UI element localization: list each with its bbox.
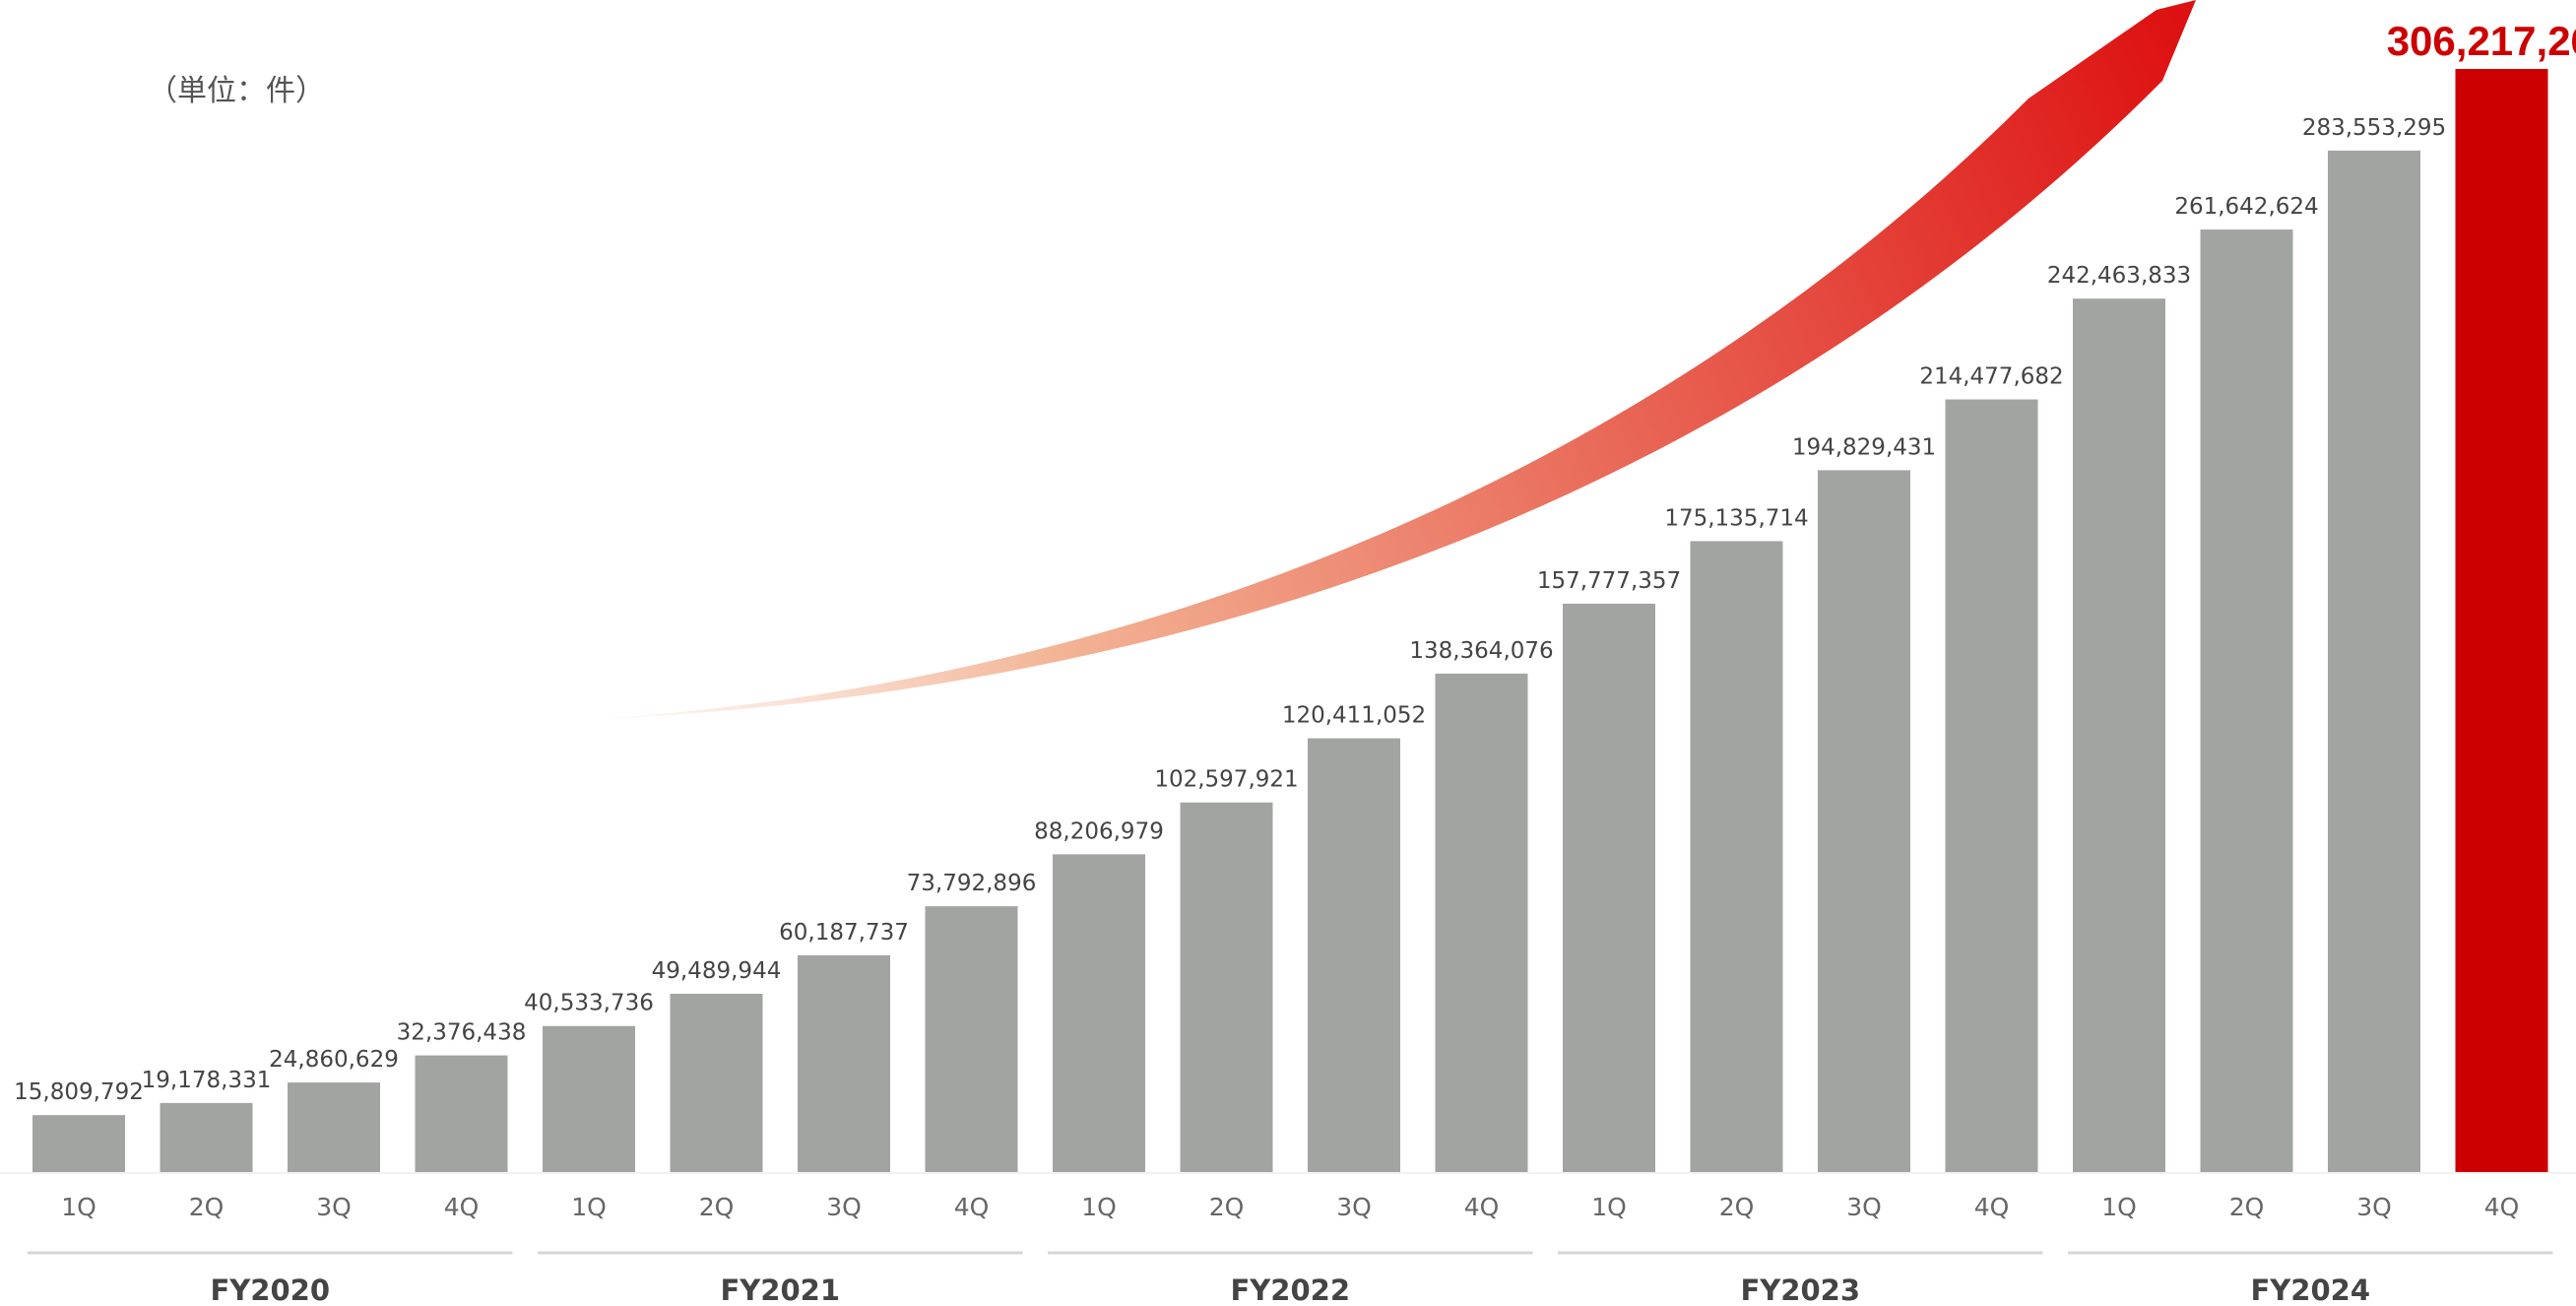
quarter-label: 2Q <box>2229 1193 2265 1221</box>
value-label: 19,178,331 <box>142 1068 272 1093</box>
quarter-label: 1Q <box>1081 1193 1117 1221</box>
quarter-label: 3Q <box>826 1193 862 1221</box>
quarter-label: 2Q <box>699 1193 735 1221</box>
quarter-label: 1Q <box>2101 1193 2137 1221</box>
bar <box>1308 738 1400 1172</box>
fiscal-year-label: FY2020 <box>210 1273 330 1306</box>
bar <box>1690 541 1783 1172</box>
bar <box>160 1102 253 1172</box>
quarter-label: 4Q <box>1974 1193 2010 1221</box>
quarter-label: 3Q <box>316 1193 352 1221</box>
bar <box>415 1055 508 1172</box>
bar <box>2200 229 2293 1172</box>
bar <box>32 1115 125 1172</box>
quarter-label: 1Q <box>1591 1193 1627 1221</box>
value-label: 283,553,295 <box>2302 115 2446 141</box>
fiscal-year-label: FY2024 <box>2250 1273 2370 1306</box>
value-label: 138,364,076 <box>1409 638 1553 664</box>
quarter-label: 4Q <box>444 1193 480 1221</box>
fiscal-year-groups-layer: FY2020 FY2021 FY2022 FY2023 FY2024 <box>28 1251 2553 1306</box>
quarter-label: 1Q <box>61 1193 97 1221</box>
bar <box>670 993 763 1172</box>
fiscal-year-label: FY2021 <box>720 1273 840 1306</box>
unit-label: （単位：件） <box>148 74 325 108</box>
quarter-label: 4Q <box>954 1193 990 1221</box>
fiscal-year-label: FY2023 <box>1740 1273 1860 1306</box>
quarter-label: 3Q <box>2356 1193 2392 1221</box>
bar <box>925 906 1018 1172</box>
bar <box>2073 298 2165 1173</box>
value-label: 88,206,979 <box>1034 818 1164 844</box>
quarter-label: 2Q <box>189 1193 225 1221</box>
bar <box>1180 802 1273 1172</box>
value-label: 157,777,357 <box>1537 568 1681 594</box>
bar <box>1818 470 1910 1172</box>
value-label: 49,489,944 <box>652 958 782 984</box>
bar <box>288 1082 380 1172</box>
value-label: 15,809,792 <box>14 1079 144 1105</box>
value-label: 73,792,896 <box>907 871 1037 896</box>
bar <box>1053 854 1145 1172</box>
fiscal-year-label: FY2022 <box>1230 1273 1350 1306</box>
value-label: 214,477,682 <box>1919 364 2063 390</box>
quarter-label: 2Q <box>1209 1193 1245 1221</box>
bar <box>543 1025 635 1172</box>
quarter-label: 3Q <box>1846 1193 1882 1221</box>
bar <box>2328 150 2420 1172</box>
value-label-highlight: 306,217,265 <box>2387 18 2576 64</box>
bars-layer <box>32 69 2548 1173</box>
value-label: 194,829,431 <box>1792 434 1936 460</box>
quarter-label: 4Q <box>1464 1193 1500 1221</box>
quarter-labels-layer: 1Q 2Q 3Q 4Q 1Q 2Q 3Q 4Q 1Q 2Q 3Q 4Q 1Q 2Q 3Q 4Q 1Q 2Q 3Q 4Q <box>61 1193 2519 1221</box>
bar <box>798 954 890 1172</box>
quarter-label: 3Q <box>1336 1193 1372 1221</box>
bar <box>1563 603 1655 1172</box>
bar-highlight <box>2455 69 2548 1172</box>
value-label: 242,463,833 <box>2047 263 2191 289</box>
quarter-label: 4Q <box>2484 1193 2520 1221</box>
value-label: 175,135,714 <box>1664 505 1808 531</box>
value-label: 32,376,438 <box>397 1020 527 1046</box>
value-label: 60,187,737 <box>779 920 909 946</box>
quarter-label: 1Q <box>571 1193 607 1221</box>
bar <box>1945 399 2038 1172</box>
value-label: 120,411,052 <box>1282 703 1426 729</box>
quarter-label: 2Q <box>1719 1193 1755 1221</box>
value-label: 40,533,736 <box>524 991 654 1016</box>
value-labels-layer: 15,809,79219,178,33124,860,62932,376,438… <box>14 18 2576 1105</box>
value-label: 24,860,629 <box>269 1047 399 1073</box>
bar <box>1435 673 1528 1172</box>
value-label: 261,642,624 <box>2174 194 2318 220</box>
value-label: 102,597,921 <box>1154 767 1298 793</box>
